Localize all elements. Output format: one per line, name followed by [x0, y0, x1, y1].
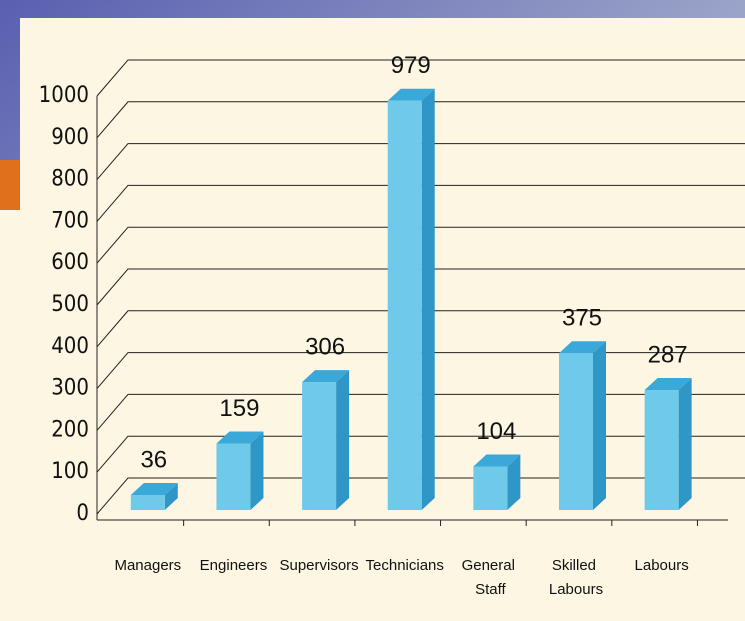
- y-tick-label: 1000: [39, 83, 89, 108]
- bar: [559, 353, 593, 510]
- y-tick-label: 900: [51, 125, 89, 150]
- bar-side: [593, 341, 606, 510]
- value-label: 159: [219, 395, 259, 422]
- orange-accent: [0, 160, 22, 210]
- x-tick-label: Managers: [114, 557, 181, 574]
- y-tick-label: 600: [51, 250, 89, 275]
- value-label: 104: [476, 418, 516, 445]
- chart-panel: [20, 18, 745, 621]
- value-label: 36: [140, 446, 167, 473]
- y-tick-label: 200: [51, 417, 89, 442]
- x-tick-label: Engineers: [200, 557, 268, 574]
- bar-side: [422, 89, 435, 510]
- bar-side: [250, 432, 263, 510]
- bar-side: [336, 370, 349, 510]
- bar-side: [679, 378, 692, 510]
- value-label: 979: [391, 52, 431, 79]
- bar: [388, 101, 422, 510]
- value-label: 306: [305, 333, 345, 360]
- bar: [302, 382, 336, 510]
- chart: 0 100 200 300 400 500 600 700 800 900 1000 Managers…: [0, 0, 745, 621]
- y-tick-label: 100: [51, 459, 89, 484]
- y-tick-label: 300: [51, 376, 89, 401]
- panel-left: [0, 210, 22, 621]
- value-label: 287: [648, 341, 688, 368]
- bar: [216, 444, 250, 510]
- bar: [645, 390, 679, 510]
- y-tick-label: 500: [51, 292, 89, 317]
- value-label: 375: [562, 305, 602, 332]
- y-tick-label: 800: [51, 167, 89, 192]
- bar: [473, 467, 507, 510]
- y-tick-label: 400: [51, 334, 89, 359]
- y-tick-label: 0: [76, 501, 89, 526]
- x-tick-label: Technicians: [366, 557, 444, 574]
- x-tick-label: Labours: [635, 557, 689, 574]
- bar: [131, 495, 165, 510]
- x-tick-label: Supervisors: [279, 557, 358, 574]
- y-tick-label: 700: [51, 208, 89, 233]
